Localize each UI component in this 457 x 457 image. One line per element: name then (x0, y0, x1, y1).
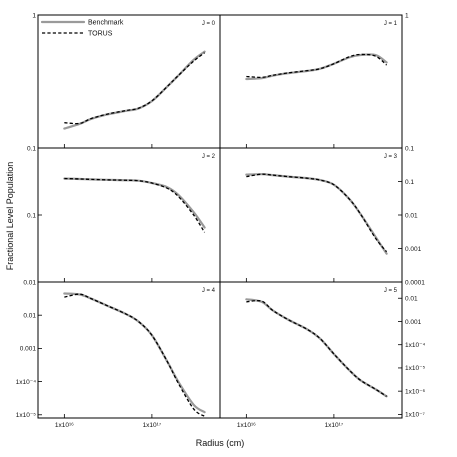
panel-label: J = 1 (384, 21, 398, 27)
panel-j=3: J = 3 0.1 0.01 0.001 0.0001 (245, 154, 425, 286)
series-line-benchmark (63, 292, 206, 414)
series-line-torus (246, 299, 387, 397)
y-tick-label: 1x10⁻⁷ (405, 412, 426, 419)
panel-label: J = 0 (202, 21, 216, 27)
x-tick-label: 1x10¹⁷ (325, 422, 344, 429)
y-tick-label: 0.01 (405, 296, 418, 303)
series-line-torus (64, 293, 205, 417)
panel-label: J = 2 (202, 154, 216, 160)
y-tick-label: 1 (32, 12, 36, 19)
series-line-torus (246, 173, 388, 253)
legend-benchmark-label: Benchmark (88, 20, 124, 27)
panel-j=2: J = 2 0.1 0.01 (23, 154, 215, 286)
panel-label: J = 5 (384, 288, 398, 294)
legend-torus-label: TORUS (88, 31, 113, 38)
y-tick-label: 0.1 (27, 212, 36, 219)
y-tick-label: 0.1 (27, 145, 36, 152)
series-line-benchmark (245, 53, 388, 81)
x-tick-label: 1x10¹⁶ (237, 422, 256, 429)
y-tick-label: 0.01 (23, 279, 36, 286)
y-tick-label: 1x10⁻⁴ (16, 379, 37, 386)
series-line-torus (246, 53, 388, 78)
y-tick-label: 1x10⁻⁵ (405, 365, 426, 372)
series-line-benchmark (63, 50, 206, 130)
y-tick-label: 0.1 (405, 179, 414, 186)
panel-j=5: J = 5 0.01 0.001 1x10⁻⁴ 1x10⁻⁵ 1x10⁻⁶ 1x10⁻⁷ 1x… (237, 288, 426, 429)
y-axis-title: Fractional Level Population (5, 162, 15, 271)
panel-label: J = 4 (202, 288, 216, 294)
panel-j=4: J = 4 0.01 0.001 1x10⁻⁴ 1x10⁻⁵ 1x10¹⁶ 1x10¹⁷ (16, 288, 216, 429)
y-tick-label: 0.01 (23, 312, 36, 319)
y-tick-label: 0.001 (405, 246, 422, 253)
panels-layer: J = 0 1 0.1 J = 1 1 0.1 J = 2 0.1 0.01 J = 3 0.1 0.… (16, 12, 426, 429)
y-tick-label: 1x10⁻⁵ (16, 412, 37, 419)
panel-j=0: J = 0 1 0.1 (27, 12, 216, 152)
series-line-torus (64, 52, 205, 125)
series-line-torus (64, 177, 206, 233)
x-axis-title: Radius (cm) (196, 438, 245, 448)
y-tick-label: 1x10⁻⁶ (405, 388, 426, 395)
y-tick-label: 0.1 (405, 145, 414, 152)
x-tick-label: 1x10¹⁶ (55, 422, 74, 429)
y-tick-label: 0.0001 (405, 279, 425, 286)
panel-j=1: J = 1 1 0.1 (245, 12, 414, 152)
y-tick-label: 1x10⁻⁴ (405, 342, 426, 349)
x-tick-label: 1x10¹⁷ (143, 422, 162, 429)
y-tick-label: 0.001 (405, 319, 422, 326)
legend: Benchmark TORUS (40, 20, 124, 38)
series-line-benchmark (245, 173, 388, 255)
y-tick-label: 0.001 (20, 346, 37, 353)
y-tick-label: 1 (405, 12, 409, 19)
y-tick-label: 0.01 (405, 212, 418, 219)
series-line-benchmark (245, 298, 388, 398)
panel-label: J = 3 (384, 154, 398, 160)
